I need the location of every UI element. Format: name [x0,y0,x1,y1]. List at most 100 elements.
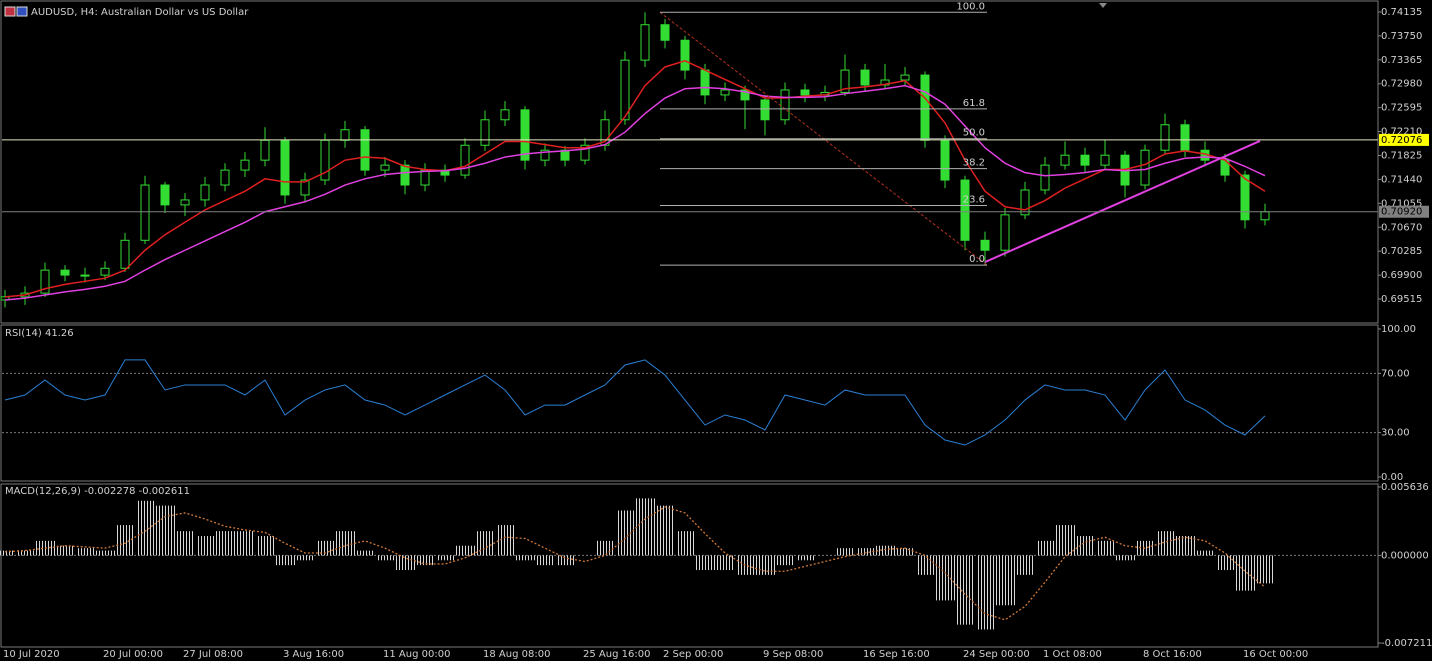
moving-average [4,84,1266,301]
y-tick-label: 0.005636 [1381,482,1429,493]
macd-signal [4,506,1266,621]
macd-bar [1116,555,1135,561]
candle-body [1160,124,1170,151]
candle-body [300,179,310,196]
candle-body [980,239,990,251]
y-tick-label: 0.74135 [1381,7,1422,18]
candle-body [420,169,430,186]
macd-bar [836,548,855,556]
macd-bar [656,505,675,556]
macd-bar [876,545,895,556]
candle-body [1140,149,1150,186]
x-tick-label: 8 Oct 16:00 [1143,649,1202,660]
candle-body [1000,214,1010,251]
macd-bar [736,555,755,575]
candle-body [220,169,230,186]
x-tick-label: 16 Oct 00:00 [1243,649,1308,660]
y-tick-label: 0.69515 [1381,294,1422,305]
fib-level-label: 23.6 [963,194,985,205]
macd-bar [196,536,215,556]
macd-bar [636,498,655,556]
candle-body [800,89,810,96]
macd-bar [216,531,235,556]
macd-bar [416,555,435,566]
candle-body [520,109,530,161]
macd-bar [256,536,275,556]
y-tick-label: 0.70670 [1381,222,1422,233]
x-tick-label: 24 Sep 00:00 [963,649,1030,660]
y-tick-label: 0.72980 [1381,79,1422,90]
candle-body [160,184,170,206]
macd-bar [356,550,375,556]
candle-body [360,129,370,171]
macd-bar [856,548,875,556]
candle-body [940,139,950,181]
x-tick-label: 27 Jul 08:00 [183,649,243,660]
candle-body [260,139,270,161]
y-tick-label: 0.73750 [1381,31,1422,42]
macd-bar [1096,540,1115,556]
symbol-icon [16,6,28,17]
x-tick-label: 9 Sep 08:00 [763,649,823,660]
y-tick-label: 0.72595 [1381,103,1422,114]
macd-bar [456,545,475,556]
panel-title: RSI(14) 41.26 [5,328,74,339]
candle-body [60,269,70,276]
candle-body [900,74,910,81]
macd-bar [696,555,715,571]
candle-body [200,184,210,201]
symbol-icon [4,6,16,17]
y-tick-label: 0.71440 [1381,174,1422,185]
macd-bar [1176,536,1195,556]
macd-bar [16,550,35,556]
macd-bar [936,555,955,601]
macd-bar [956,555,975,625]
candle-body [840,69,850,93]
candle-body [1040,164,1050,191]
y-tick-label: -0.007211 [1381,638,1432,649]
candle-body [1240,174,1250,221]
candle-body [500,109,510,121]
candle-body [120,239,130,269]
macd-bar [56,545,75,556]
candle-body [460,144,470,176]
price-level-box [1379,205,1429,218]
macd-bar [596,540,615,556]
fib-level-label: 38.2 [963,158,985,169]
candle-body [80,274,90,277]
x-tick-label: 3 Aug 16:00 [283,649,344,660]
candle-body [720,89,730,96]
candle-body [960,179,970,241]
macd-bar [1076,536,1095,556]
macd-panel-frame [0,483,1379,648]
macd-bar [916,555,935,575]
x-tick-label: 18 Aug 08:00 [483,649,550,660]
candle-body [1100,154,1110,166]
candle-body [400,164,410,186]
candle-body [40,269,50,294]
candle-body [1180,124,1190,151]
y-tick-label: 0.69900 [1381,270,1422,281]
macd-bar [756,555,775,575]
candle-body [340,129,350,141]
fib-level-label: 100.0 [956,1,985,12]
y-tick-label: 30.00 [1381,428,1410,439]
macd-bar [496,525,515,556]
candle-body [140,184,150,241]
macd-bar [376,555,395,561]
candle-body [740,89,750,101]
candle-body [280,139,290,196]
macd-bar [116,525,135,556]
candle-body [660,24,670,41]
macd-bar [996,555,1015,606]
y-tick-label: 0.71825 [1381,151,1422,162]
macd-bar [1056,525,1075,556]
rsi-panel-frame [0,324,1379,482]
candle-body [700,69,710,96]
x-tick-label: 16 Sep 16:00 [863,649,930,660]
x-tick-label: 25 Aug 16:00 [583,649,650,660]
x-tick-label: 1 Oct 08:00 [1043,649,1102,660]
macd-bar [556,555,575,566]
candle-body [480,119,490,146]
